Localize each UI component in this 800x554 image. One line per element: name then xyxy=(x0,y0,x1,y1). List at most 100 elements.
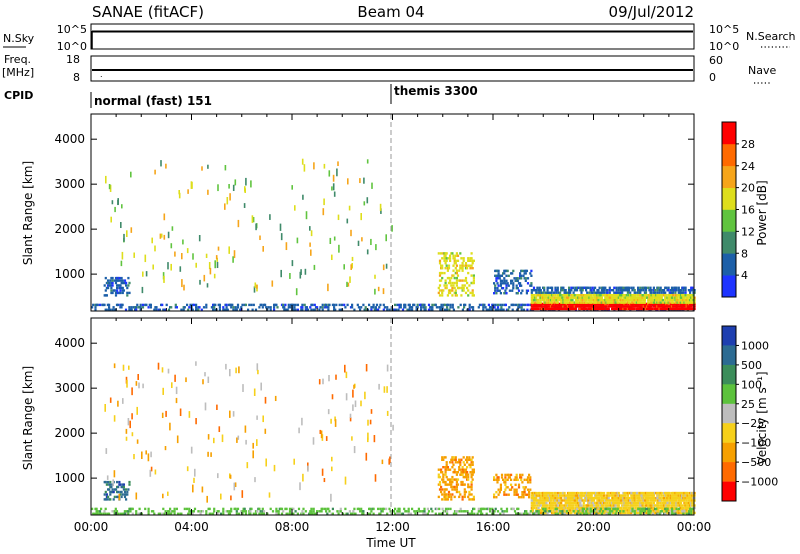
range-gate-cell xyxy=(560,305,563,308)
scatter-echo xyxy=(160,160,162,167)
range-gate-cell xyxy=(554,294,557,297)
range-gate-cell xyxy=(447,490,451,494)
range-gate-cell xyxy=(464,510,467,513)
range-gate-cell xyxy=(201,510,204,513)
range-gate-cell xyxy=(147,507,150,511)
range-gate-cell xyxy=(452,463,455,466)
range-gate-cell xyxy=(557,294,560,297)
range-gate-cell xyxy=(449,254,452,257)
scatter-echo xyxy=(234,179,237,186)
range-gate-cell xyxy=(292,308,295,311)
range-gate-cell xyxy=(472,507,475,511)
range-gate-cell xyxy=(447,276,451,280)
scatter-echo xyxy=(232,184,235,192)
range-gate-cell xyxy=(653,296,657,299)
scatter-echo xyxy=(386,364,389,372)
range-gate-cell xyxy=(489,510,492,513)
scatter-echo xyxy=(238,366,240,374)
range-gate-cell xyxy=(679,499,683,502)
range-gate-cell xyxy=(681,291,684,294)
scatter-echo xyxy=(388,458,390,465)
range-gate-cell xyxy=(606,496,609,500)
range-gate-cell xyxy=(461,498,464,501)
range-gate-cell xyxy=(634,506,637,510)
range-gate-cell xyxy=(446,498,449,501)
range-gate-cell xyxy=(261,512,264,515)
range-gate-cell xyxy=(619,510,622,513)
range-gate-cell xyxy=(445,498,448,501)
range-gate-cell xyxy=(497,493,500,496)
range-gate-cell xyxy=(632,305,635,308)
range-gate-cell xyxy=(650,499,653,502)
range-gate-cell xyxy=(668,504,671,507)
range-gate-cell xyxy=(195,306,198,309)
range-gate-cell xyxy=(591,305,594,308)
range-gate-cell xyxy=(639,296,642,299)
range-gate-cell xyxy=(668,496,671,500)
range-gate-cell xyxy=(117,279,120,282)
scatter-echo xyxy=(229,369,231,377)
range-gate-cell xyxy=(538,494,541,497)
range-gate-cell xyxy=(617,509,620,512)
range-gate-cell xyxy=(547,305,550,308)
range-gate-cell xyxy=(588,291,591,294)
range-gate-cell xyxy=(187,308,190,311)
range-gate-cell xyxy=(147,512,150,515)
range-gate-cell xyxy=(595,496,598,500)
range-gate-cell xyxy=(676,511,679,515)
range-gate-cell xyxy=(493,476,496,479)
range-gate-cell xyxy=(620,501,623,505)
range-gate-cell xyxy=(572,504,575,507)
range-gate-cell xyxy=(602,510,605,513)
range-gate-cell xyxy=(606,501,609,505)
scatter-echo xyxy=(348,205,351,211)
scatter-echo xyxy=(105,175,107,184)
range-gate-cell xyxy=(382,308,385,311)
range-gate-cell xyxy=(676,494,679,497)
range-gate-cell xyxy=(461,473,464,476)
range-gate-cell xyxy=(444,279,447,282)
range-gate-cell xyxy=(468,498,471,501)
range-gate-cell xyxy=(684,289,687,292)
range-gate-cell xyxy=(222,308,225,311)
range-gate-cell xyxy=(547,506,550,510)
range-gate-cell xyxy=(572,305,575,308)
range-gate-cell xyxy=(554,504,557,507)
range-gate-cell xyxy=(614,509,617,512)
range-gate-cell xyxy=(647,496,650,500)
range-gate-cell xyxy=(676,305,679,308)
range-gate-cell xyxy=(472,276,475,280)
range-gate-cell xyxy=(487,308,490,311)
range-gate-cell xyxy=(690,296,693,299)
range-gate-cell xyxy=(687,305,690,308)
range-gate-cell xyxy=(592,504,596,507)
range-gate-cell xyxy=(627,301,631,304)
scatter-echo xyxy=(264,428,267,434)
range-gate-cell xyxy=(180,512,183,515)
range-gate-cell xyxy=(616,496,619,500)
range-gate-cell xyxy=(577,296,580,299)
range-gate-cell xyxy=(650,294,653,297)
range-gate-cell xyxy=(144,507,147,511)
range-gate-cell xyxy=(456,478,460,481)
range-gate-cell xyxy=(543,496,546,500)
range-gate-cell xyxy=(687,298,690,302)
range-gate-cell xyxy=(463,475,466,479)
range-gate-cell xyxy=(283,306,286,309)
range-gate-cell xyxy=(113,289,116,292)
range-gate-cell xyxy=(607,298,610,302)
range-gate-cell xyxy=(661,298,664,302)
range-gate-cell xyxy=(244,512,247,515)
range-gate-cell xyxy=(540,305,544,308)
range-gate-cell xyxy=(438,483,442,486)
range-gate-cell xyxy=(642,496,645,500)
range-gate-cell xyxy=(691,507,694,511)
range-gate-cell xyxy=(108,306,111,309)
range-gate-cell xyxy=(635,494,638,497)
range-gate-cell xyxy=(503,510,506,513)
range-gate-cell xyxy=(271,510,275,513)
range-gate-cell xyxy=(627,294,631,297)
range-gate-cell xyxy=(461,495,464,499)
freq-frame xyxy=(90,55,695,82)
range-gate-cell xyxy=(454,291,457,295)
